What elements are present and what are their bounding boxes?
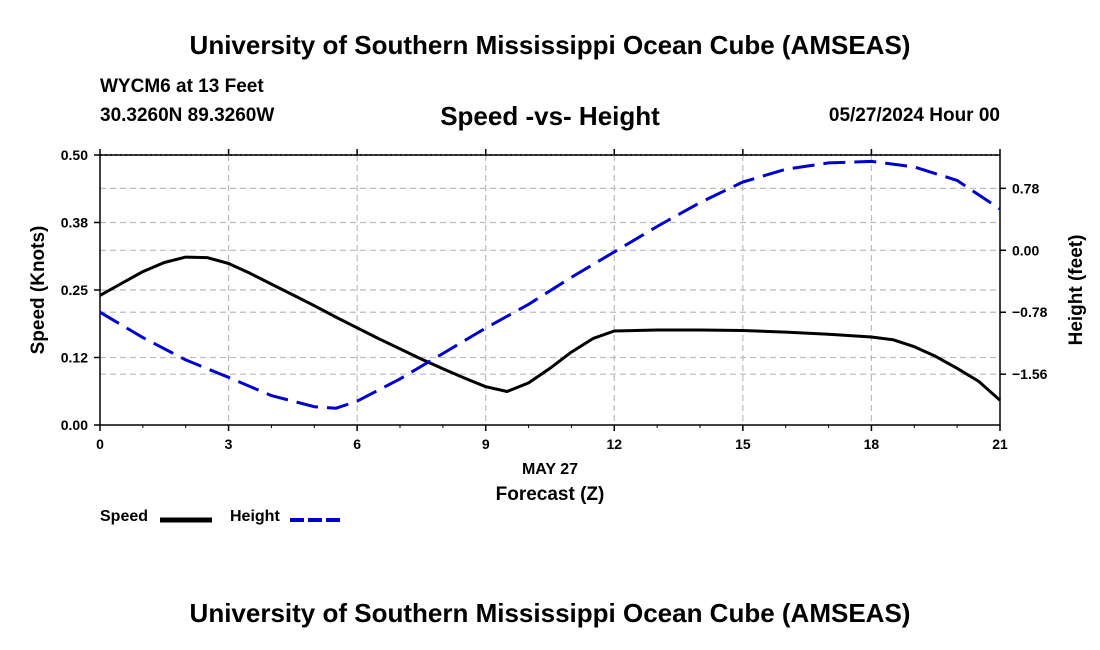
station-label: WYCM6 at 13 Feet [100,76,264,97]
series-lines [99,159,1001,410]
y-tick-label: 0.00 [61,417,88,433]
x-tick-label: 3 [225,436,233,452]
y-tick-label: 0.25 [61,282,88,298]
y-tick-label: 0.50 [61,147,88,163]
y2-tick-label: −1.56 [1012,366,1048,382]
legend-height-swatch [290,518,342,522]
height-series-line [99,159,1001,410]
legend-speed-swatch [160,517,212,523]
x-tick-label: 9 [482,436,490,452]
x-tick-label: 12 [606,436,622,452]
x-tick-label: 15 [735,436,751,452]
main-title: University of Southern Mississippi Ocean… [189,30,911,60]
y-axis-label: Speed (Knots) [28,226,49,355]
x-tick-label: 6 [353,436,361,452]
x-tick-label: 0 [96,436,104,452]
axes-ticks: 0 3 6 9 12 15 18 21 0.00 0.12 0.25 0.38 0.50 −1.56 −0.… [61,147,1048,452]
y2-axis-label: Height (feet) [1066,235,1087,346]
x-axis-label: Forecast (Z) [496,484,605,505]
forecast-timestamp: 05/27/2024 Hour 00 [828,105,1000,126]
y2-tick-label: −0.78 [1012,304,1048,320]
x-tick-label: 18 [864,436,880,452]
y-tick-label: 0.12 [61,350,88,366]
y2-tick-label: 0.78 [1012,180,1039,196]
grid-lines [100,155,1000,425]
x-axis-date-label: MAY 27 [522,461,578,478]
chart-title: Speed -vs- Height [440,101,660,131]
footer-title: University of Southern Mississippi Ocean… [189,598,911,628]
legend-height-label: Height [230,508,280,525]
coordinates-label: 30.3260N 89.3260W [100,105,275,126]
y2-tick-label: 0.00 [1012,242,1039,258]
legend-speed-label: Speed [100,508,149,525]
y-tick-label: 0.38 [61,215,88,231]
speed-series-line [99,255,1001,402]
x-tick-label: 21 [992,436,1008,452]
